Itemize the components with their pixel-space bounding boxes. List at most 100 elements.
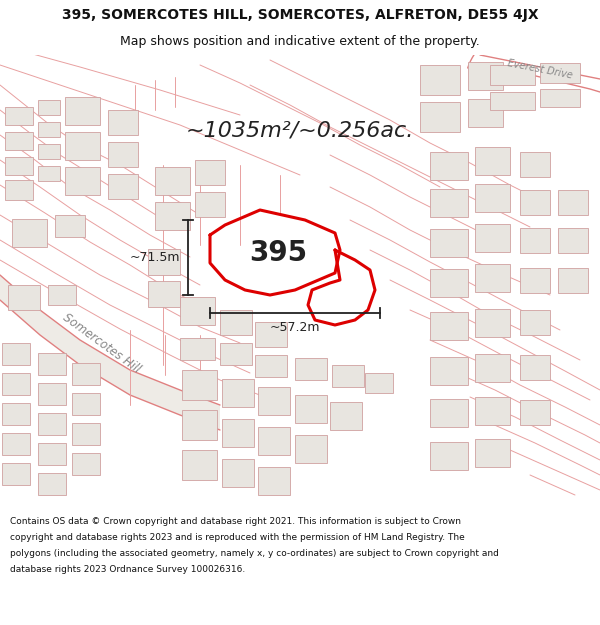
Bar — [182, 410, 217, 440]
Bar — [5, 180, 33, 200]
Bar — [430, 399, 468, 427]
Bar — [558, 268, 588, 293]
Bar — [5, 132, 33, 150]
Bar — [72, 393, 100, 415]
Bar — [55, 215, 85, 237]
Bar — [475, 224, 510, 252]
Bar — [222, 379, 254, 407]
Bar — [65, 132, 100, 160]
Bar — [475, 309, 510, 337]
Bar — [195, 160, 225, 185]
Bar — [182, 370, 217, 400]
Text: ~57.2m: ~57.2m — [270, 321, 320, 334]
Bar — [558, 228, 588, 253]
Bar — [520, 152, 550, 177]
Bar — [430, 152, 468, 180]
Bar — [38, 100, 60, 115]
Bar — [148, 249, 180, 275]
Text: 395: 395 — [249, 239, 307, 267]
Bar — [220, 310, 252, 335]
Bar — [468, 99, 503, 127]
Bar — [5, 157, 33, 175]
Bar — [38, 383, 66, 405]
Bar — [475, 184, 510, 212]
Bar — [258, 467, 290, 495]
Bar — [420, 65, 460, 95]
Bar — [38, 144, 60, 159]
Bar — [155, 202, 190, 230]
Bar — [38, 473, 66, 495]
Bar — [365, 373, 393, 393]
Bar — [490, 92, 535, 110]
Bar — [255, 355, 287, 377]
Bar — [155, 167, 190, 195]
Bar — [2, 463, 30, 485]
Bar — [108, 110, 138, 135]
Bar — [148, 281, 180, 307]
Bar — [475, 354, 510, 382]
Bar — [520, 310, 550, 335]
Bar — [38, 353, 66, 375]
Bar — [520, 228, 550, 253]
Bar — [72, 453, 100, 475]
Bar — [8, 285, 40, 310]
Bar — [182, 450, 217, 480]
Text: 395, SOMERCOTES HILL, SOMERCOTES, ALFRETON, DE55 4JX: 395, SOMERCOTES HILL, SOMERCOTES, ALFRET… — [62, 8, 538, 22]
Bar — [332, 365, 364, 387]
Text: Contains OS data © Crown copyright and database right 2021. This information is : Contains OS data © Crown copyright and d… — [0, 624, 1, 625]
Bar — [2, 373, 30, 395]
Text: copyright and database rights 2023 and is reproduced with the permission of HM L: copyright and database rights 2023 and i… — [10, 533, 465, 542]
Bar — [2, 433, 30, 455]
Text: ~71.5m: ~71.5m — [130, 251, 180, 264]
Bar — [430, 442, 468, 470]
Bar — [38, 413, 66, 435]
Bar — [180, 297, 215, 325]
Bar — [475, 439, 510, 467]
Text: polygons (including the associated geometry, namely x, y co-ordinates) are subje: polygons (including the associated geome… — [10, 549, 499, 558]
Bar — [220, 343, 252, 365]
Bar — [48, 285, 76, 305]
Bar — [475, 397, 510, 425]
Bar — [38, 122, 60, 137]
Bar — [38, 166, 60, 181]
Text: database rights 2023 Ordnance Survey 100026316.: database rights 2023 Ordnance Survey 100… — [10, 565, 245, 574]
Bar — [65, 167, 100, 195]
Text: Map shows position and indicative extent of the property.: Map shows position and indicative extent… — [120, 35, 480, 48]
Bar — [430, 357, 468, 385]
Bar — [475, 147, 510, 175]
Bar — [2, 343, 30, 365]
Bar — [180, 338, 215, 360]
Text: Contains OS data © Crown copyright and database right 2021. This information is : Contains OS data © Crown copyright and d… — [10, 517, 461, 526]
Bar — [108, 142, 138, 167]
Bar — [330, 402, 362, 430]
Bar — [2, 403, 30, 425]
Bar — [475, 264, 510, 292]
Bar — [195, 192, 225, 217]
Bar — [255, 322, 287, 347]
Bar — [430, 189, 468, 217]
Bar — [520, 268, 550, 293]
Bar — [295, 358, 327, 380]
Bar — [420, 102, 460, 132]
Bar — [490, 65, 535, 85]
Bar — [72, 363, 100, 385]
Bar — [520, 355, 550, 380]
Bar — [468, 62, 503, 90]
Bar — [520, 400, 550, 425]
Bar — [258, 427, 290, 455]
Bar — [540, 63, 580, 83]
Text: ~1035m²/~0.256ac.: ~1035m²/~0.256ac. — [186, 120, 414, 140]
Bar — [258, 387, 290, 415]
Bar — [12, 219, 47, 247]
Bar — [430, 229, 468, 257]
Bar — [295, 435, 327, 463]
Bar — [108, 174, 138, 199]
Text: Somercotes Hill: Somercotes Hill — [60, 311, 142, 376]
Bar — [540, 89, 580, 107]
Bar — [72, 423, 100, 445]
Bar — [520, 190, 550, 215]
Bar — [430, 269, 468, 297]
Bar — [295, 395, 327, 423]
Bar — [558, 190, 588, 215]
Bar — [65, 97, 100, 125]
